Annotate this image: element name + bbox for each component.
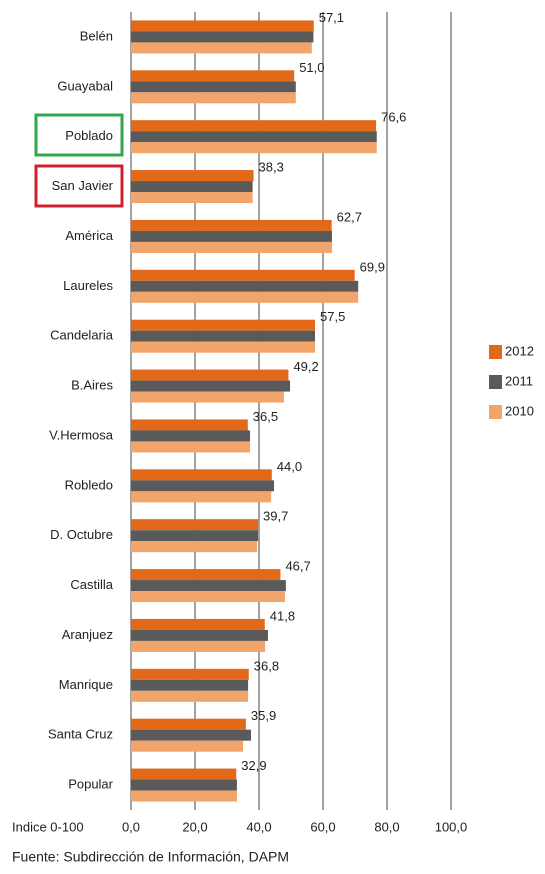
y-tick-label: Castilla xyxy=(70,577,113,592)
legend-swatch xyxy=(489,405,502,419)
x-axis-label: Indice 0-100 xyxy=(12,819,84,834)
legend-swatch xyxy=(489,345,502,359)
bar xyxy=(131,330,315,342)
bar xyxy=(131,319,315,331)
bar xyxy=(131,230,332,242)
y-tick-label: Candelaria xyxy=(50,328,114,343)
bar xyxy=(131,280,359,292)
bar xyxy=(131,81,296,93)
bar xyxy=(131,441,251,453)
bar xyxy=(131,718,246,730)
bar xyxy=(131,419,248,431)
bar xyxy=(131,618,265,630)
bar xyxy=(131,92,296,104)
highlight-box xyxy=(34,113,124,157)
bar xyxy=(131,469,272,481)
bar xyxy=(131,269,355,281)
x-tick-label: 60,0 xyxy=(310,819,335,834)
x-tick-label: 80,0 xyxy=(374,819,399,834)
y-tick-label: San Javier xyxy=(52,178,114,193)
value-label: 39,7 xyxy=(263,509,288,524)
y-tick-label: Aranjuez xyxy=(62,627,113,642)
y-tick-label: Manrique xyxy=(59,677,113,692)
bar xyxy=(131,679,249,691)
source-note: Fuente: Subdirección de Información, DAP… xyxy=(12,849,289,865)
y-tick-label: Poblado xyxy=(65,128,113,143)
y-tick-label: B.Aires xyxy=(71,378,113,393)
value-label: 57,1 xyxy=(319,10,344,25)
bar xyxy=(131,341,315,353)
legend-label: 2010 xyxy=(505,403,534,418)
bar xyxy=(131,181,253,193)
y-tick-label: Laureles xyxy=(63,278,113,293)
value-label: 76,6 xyxy=(381,110,406,125)
value-label: 36,8 xyxy=(254,658,279,673)
value-label: 57,5 xyxy=(320,309,345,324)
bar xyxy=(131,70,295,82)
bar xyxy=(131,740,243,752)
y-tick-label: América xyxy=(65,228,113,243)
value-label: 46,7 xyxy=(285,559,310,574)
value-label: 38,3 xyxy=(259,160,284,175)
bar xyxy=(131,430,251,442)
bar xyxy=(131,591,285,603)
bar xyxy=(131,480,275,492)
bar xyxy=(131,219,332,231)
value-label: 41,8 xyxy=(270,608,295,623)
bar xyxy=(131,790,237,802)
value-label: 62,7 xyxy=(337,209,362,224)
y-tick-label: Popular xyxy=(68,777,113,792)
bar xyxy=(131,42,312,54)
bar xyxy=(131,779,237,791)
bar xyxy=(131,519,259,531)
bar xyxy=(131,729,251,741)
value-label: 69,9 xyxy=(360,259,385,274)
legend-swatch xyxy=(489,375,502,389)
bar xyxy=(131,640,266,652)
y-tick-label: Belén xyxy=(80,28,113,43)
bar xyxy=(131,170,254,182)
bar xyxy=(131,380,291,392)
legend-label: 2011 xyxy=(505,373,533,388)
y-tick-label: Robledo xyxy=(65,477,113,492)
bar xyxy=(131,668,249,680)
x-tick-label: 40,0 xyxy=(246,819,271,834)
y-tick-label: Santa Cruz xyxy=(48,727,113,742)
bar xyxy=(131,142,377,154)
x-tick-label: 0,0 xyxy=(122,819,140,834)
bar xyxy=(131,768,237,780)
bar xyxy=(131,20,314,32)
bar xyxy=(131,690,249,702)
bar xyxy=(131,31,314,43)
x-tick-label: 20,0 xyxy=(182,819,207,834)
bar xyxy=(131,569,281,581)
legend-label: 2012 xyxy=(505,343,534,358)
value-label: 44,0 xyxy=(277,459,302,474)
bar xyxy=(131,391,284,403)
value-label: 36,5 xyxy=(253,409,278,424)
value-label: 51,0 xyxy=(299,60,324,75)
y-tick-label: Guayabal xyxy=(57,78,113,93)
bar xyxy=(131,491,272,503)
bar xyxy=(131,541,258,553)
x-tick-label: 100,0 xyxy=(435,819,468,834)
bar xyxy=(131,120,377,132)
bar xyxy=(131,530,259,542)
bar xyxy=(131,131,377,143)
bar xyxy=(131,291,359,303)
bar xyxy=(131,369,289,381)
bar xyxy=(131,629,268,641)
highlight-box xyxy=(34,164,124,208)
value-label: 49,2 xyxy=(293,359,318,374)
bar xyxy=(131,580,286,592)
bar xyxy=(131,241,332,253)
value-label: 32,9 xyxy=(241,758,266,773)
value-label: 35,9 xyxy=(251,708,276,723)
y-tick-label: D. Octubre xyxy=(50,527,113,542)
bar xyxy=(131,192,253,204)
y-tick-label: V.Hermosa xyxy=(49,427,114,442)
